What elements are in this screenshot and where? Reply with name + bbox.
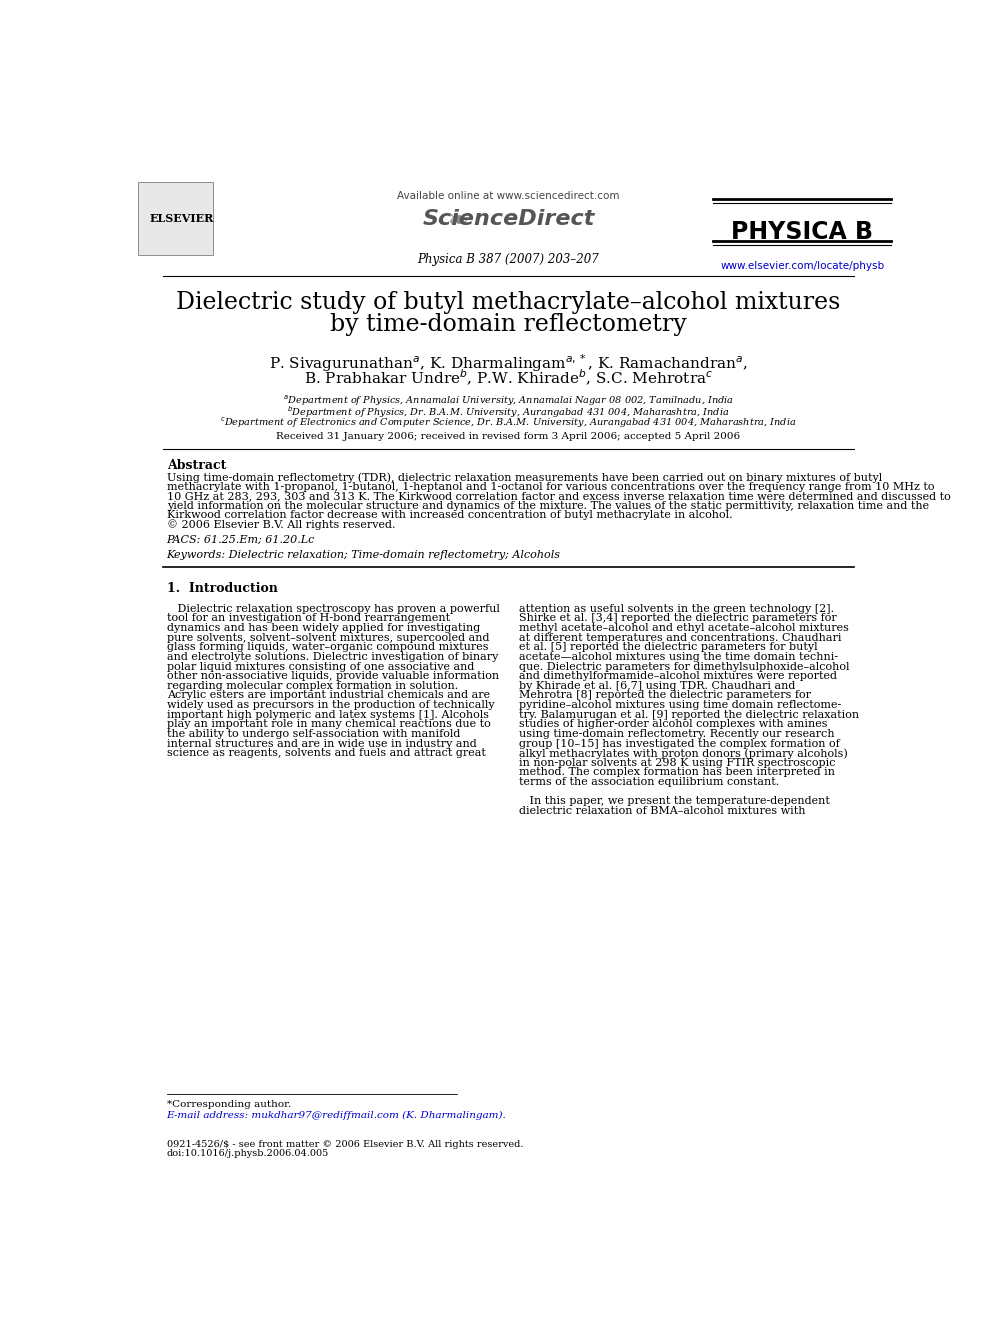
- Text: science as reagents, solvents and fuels and attract great: science as reagents, solvents and fuels …: [167, 749, 485, 758]
- Text: tool for an investigation of H-bond rearrangement: tool for an investigation of H-bond rear…: [167, 614, 449, 623]
- Text: pyridine–alcohol mixtures using time domain reflectome-: pyridine–alcohol mixtures using time dom…: [519, 700, 841, 710]
- Text: PHYSICA B: PHYSICA B: [731, 221, 873, 245]
- Text: Available online at www.sciencedirect.com: Available online at www.sciencedirect.co…: [397, 191, 620, 201]
- Text: 0921-4526/$ - see front matter © 2006 Elsevier B.V. All rights reserved.: 0921-4526/$ - see front matter © 2006 El…: [167, 1139, 523, 1148]
- Text: Physica B 387 (2007) 203–207: Physica B 387 (2007) 203–207: [418, 253, 599, 266]
- Text: try. Balamurugan et al. [9] reported the dielectric relaxation: try. Balamurugan et al. [9] reported the…: [519, 709, 859, 720]
- Text: E-mail address: mukdhar97@rediffmail.com (K. Dharmalingam).: E-mail address: mukdhar97@rediffmail.com…: [167, 1111, 506, 1121]
- Text: doi:10.1016/j.physb.2006.04.005: doi:10.1016/j.physb.2006.04.005: [167, 1148, 329, 1158]
- Text: Abstract: Abstract: [167, 459, 226, 472]
- Text: terms of the association equilibrium constant.: terms of the association equilibrium con…: [519, 777, 780, 787]
- Text: widely used as precursors in the production of technically: widely used as precursors in the product…: [167, 700, 494, 710]
- Text: $^c$Department of Electronics and Computer Science, Dr. B.A.M. University, Auran: $^c$Department of Electronics and Comput…: [220, 415, 797, 430]
- Text: B. Prabhakar Undre$^b$, P.W. Khirade$^b$, S.C. Mehrotra$^c$: B. Prabhakar Undre$^b$, P.W. Khirade$^b$…: [304, 368, 713, 389]
- Text: at different temperatures and concentrations. Chaudhari: at different temperatures and concentrat…: [519, 632, 842, 643]
- Text: and dimethylformamide–alcohol mixtures were reported: and dimethylformamide–alcohol mixtures w…: [519, 671, 837, 681]
- Text: ScienceDirect: ScienceDirect: [423, 209, 594, 229]
- Text: internal structures and are in wide use in industry and: internal structures and are in wide use …: [167, 738, 476, 749]
- Text: Received 31 January 2006; received in revised form 3 April 2006; accepted 5 Apri: Received 31 January 2006; received in re…: [277, 433, 740, 441]
- Text: et al. [5] reported the dielectric parameters for butyl: et al. [5] reported the dielectric param…: [519, 643, 817, 652]
- Text: ELSEVIER: ELSEVIER: [150, 213, 214, 225]
- Text: pure solvents, solvent–solvent mixtures, supercooled and: pure solvents, solvent–solvent mixtures,…: [167, 632, 489, 643]
- Text: regarding molecular complex formation in solution.: regarding molecular complex formation in…: [167, 681, 458, 691]
- Text: attention as useful solvents in the green technology [2].: attention as useful solvents in the gree…: [519, 603, 834, 614]
- Text: in non-polar solvents at 298 K using FTIR spectroscopic: in non-polar solvents at 298 K using FTI…: [519, 758, 835, 767]
- Text: the ability to undergo self-association with manifold: the ability to undergo self-association …: [167, 729, 460, 740]
- Text: acetate—alcohol mixtures using the time domain techni-: acetate—alcohol mixtures using the time …: [519, 652, 838, 662]
- Text: Using time-domain reflectometry (TDR), dielectric relaxation measurements have b: Using time-domain reflectometry (TDR), d…: [167, 472, 882, 483]
- Text: group [10–15] has investigated the complex formation of: group [10–15] has investigated the compl…: [519, 738, 840, 749]
- Text: Mehrotra [8] reported the dielectric parameters for: Mehrotra [8] reported the dielectric par…: [519, 691, 811, 700]
- Text: $^b$Department of Physics, Dr. B.A.M. University, Aurangabad 431 004, Maharashtr: $^b$Department of Physics, Dr. B.A.M. Un…: [287, 405, 730, 421]
- Text: play an important role in many chemical reactions due to: play an important role in many chemical …: [167, 720, 490, 729]
- Text: method. The complex formation has been interpreted in: method. The complex formation has been i…: [519, 767, 835, 778]
- Text: $^a$Department of Physics, Annamalai University, Annamalai Nagar 08 002, Tamilna: $^a$Department of Physics, Annamalai Uni…: [283, 394, 734, 407]
- Text: P. Sivagurunathan$^a$, K. Dharmalingam$^{a,*}$, K. Ramachandran$^a$,: P. Sivagurunathan$^a$, K. Dharmalingam$^…: [269, 353, 748, 374]
- Text: Kirkwood correlation factor decrease with increased concentration of butyl metha: Kirkwood correlation factor decrease wit…: [167, 509, 732, 520]
- Text: In this paper, we present the temperature-dependent: In this paper, we present the temperatur…: [519, 796, 830, 806]
- Text: studies of higher-order alcohol complexes with amines: studies of higher-order alcohol complexe…: [519, 720, 827, 729]
- Text: Dielectric relaxation spectroscopy has proven a powerful: Dielectric relaxation spectroscopy has p…: [167, 603, 500, 614]
- Text: other non-associative liquids, provide valuable information: other non-associative liquids, provide v…: [167, 671, 499, 681]
- Text: dielectric relaxation of BMA–alcohol mixtures with: dielectric relaxation of BMA–alcohol mix…: [519, 806, 806, 816]
- Text: © 2006 Elsevier B.V. All rights reserved.: © 2006 Elsevier B.V. All rights reserved…: [167, 519, 395, 531]
- Text: by Khirade et al. [6,7] using TDR. Chaudhari and: by Khirade et al. [6,7] using TDR. Chaud…: [519, 681, 796, 691]
- Text: using time-domain reflectometry. Recently our research: using time-domain reflectometry. Recentl…: [519, 729, 835, 740]
- Text: methyl acetate–alcohol and ethyl acetate–alcohol mixtures: methyl acetate–alcohol and ethyl acetate…: [519, 623, 849, 634]
- Text: Shirke et al. [3,4] reported the dielectric parameters for: Shirke et al. [3,4] reported the dielect…: [519, 614, 837, 623]
- Text: PACS: 61.25.Em; 61.20.Lc: PACS: 61.25.Em; 61.20.Lc: [167, 534, 315, 545]
- Text: www.elsevier.com/locate/physb: www.elsevier.com/locate/physb: [720, 261, 884, 271]
- Text: and electrolyte solutions. Dielectric investigation of binary: and electrolyte solutions. Dielectric in…: [167, 652, 498, 662]
- Text: dynamics and has been widely applied for investigating: dynamics and has been widely applied for…: [167, 623, 480, 634]
- Text: yield information on the molecular structure and dynamics of the mixture. The va: yield information on the molecular struc…: [167, 500, 929, 511]
- Text: *Corresponding author.: *Corresponding author.: [167, 1099, 291, 1109]
- Text: glass forming liquids, water–organic compound mixtures: glass forming liquids, water–organic com…: [167, 643, 488, 652]
- Text: que. Dielectric parameters for dimethylsulphoxide–alcohol: que. Dielectric parameters for dimethyls…: [519, 662, 850, 672]
- Text: 10 GHz at 283, 293, 303 and 313 K. The Kirkwood correlation factor and excess in: 10 GHz at 283, 293, 303 and 313 K. The K…: [167, 491, 950, 501]
- Text: Keywords: Dielectric relaxation; Time-domain reflectometry; Alcohols: Keywords: Dielectric relaxation; Time-do…: [167, 550, 560, 560]
- Text: polar liquid mixtures consisting of one associative and: polar liquid mixtures consisting of one …: [167, 662, 474, 672]
- Text: Acrylic esters are important industrial chemicals and are: Acrylic esters are important industrial …: [167, 691, 490, 700]
- Text: important high polymeric and latex systems [1]. Alcohols: important high polymeric and latex syste…: [167, 709, 489, 720]
- Text: methacrylate with 1-propanol, 1-butanol, 1-heptanol and 1-octanol for various co: methacrylate with 1-propanol, 1-butanol,…: [167, 482, 934, 492]
- Bar: [138, 181, 213, 255]
- Text: alkyl methacrylates with proton donors (primary alcohols): alkyl methacrylates with proton donors (…: [519, 749, 848, 759]
- Text: 1.  Introduction: 1. Introduction: [167, 582, 278, 595]
- Text: Dielectric study of butyl methacrylate–alcohol mixtures: Dielectric study of butyl methacrylate–a…: [177, 291, 840, 314]
- Text: by time-domain reflectometry: by time-domain reflectometry: [330, 312, 686, 336]
- Text: ❧: ❧: [446, 209, 468, 233]
